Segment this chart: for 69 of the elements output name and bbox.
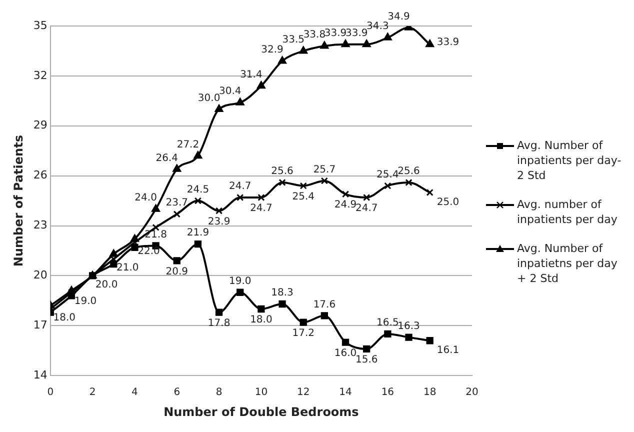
data-label: 30.0 [198, 92, 220, 104]
x-tick-label: 12 [296, 387, 310, 398]
data-label: 34.3 [366, 21, 389, 32]
data-label: 24.7 [250, 203, 272, 214]
data-label: 17.6 [313, 299, 336, 310]
data-label: 21.0 [116, 262, 139, 274]
data-label: 21.8 [144, 229, 167, 240]
data-label: 33.8 [303, 30, 326, 41]
x-tick-label: 16 [381, 387, 394, 398]
data-label: 16.0 [334, 348, 357, 359]
data-label: 19.0 [228, 276, 252, 287]
data-label: 15.6 [355, 354, 378, 366]
data-label: 26.4 [156, 152, 178, 164]
data-label: 25.7 [313, 164, 336, 176]
x-tick-label: 4 [132, 387, 138, 398]
y-tick-label: 23 [33, 218, 48, 232]
x-tick-label: 2 [89, 387, 96, 398]
y-tick-label: 17 [33, 318, 48, 332]
y-tick-label: 14 [33, 368, 48, 382]
data-label: 23.9 [208, 216, 230, 228]
data-label: 24.7 [355, 203, 378, 214]
x-tick-label: 10 [254, 387, 268, 398]
data-label: 21.9 [186, 228, 210, 239]
x-tick-label: 6 [174, 387, 180, 398]
x-tick-label: 14 [339, 387, 352, 398]
data-label: 19.0 [74, 296, 97, 307]
data-label: 17.2 [292, 328, 314, 339]
data-label: 33.9 [324, 28, 347, 39]
data-label: 16.5 [376, 318, 399, 329]
data-label: 33.5 [282, 34, 304, 46]
y-tick-label: 35 [33, 18, 48, 32]
data-label: 30.4 [218, 86, 242, 98]
data-label: 16.3 [398, 320, 420, 332]
data-label: 20.9 [166, 266, 188, 278]
x-tick-label: 18 [423, 387, 436, 398]
y-tick-label: 26 [33, 168, 48, 182]
data-label: 25.6 [271, 166, 294, 178]
data-label: 17.8 [208, 318, 230, 329]
y-tick-label: 20 [33, 268, 48, 282]
y-tick-label: 32 [33, 68, 48, 82]
y-tick-label: 29 [33, 118, 48, 132]
data-label: 18.0 [250, 314, 272, 326]
data-label: 27.2 [176, 139, 200, 150]
x-axis-title: Number of Double Bedrooms [164, 404, 359, 419]
legend-label: Avg. Number of inpatients per day- 2 Std [517, 138, 622, 183]
data-label: 20.0 [95, 279, 118, 290]
data-label: 24.9 [334, 200, 357, 211]
data-label: 25.6 [398, 166, 420, 178]
data-label: 25.0 [436, 197, 460, 208]
data-label: 18.3 [271, 288, 294, 299]
x-tick-label: 20 [466, 387, 478, 398]
data-label: 33.9 [436, 36, 460, 48]
data-label: 34.9 [388, 11, 410, 22]
data-label: 24.7 [228, 181, 252, 192]
data-label: 23.7 [166, 198, 188, 209]
x-tick-label: 0 [47, 387, 54, 398]
data-label: 16.1 [436, 345, 460, 356]
x-tick-label: 8 [216, 387, 222, 398]
data-label: 25.4 [376, 169, 399, 180]
legend-label: Avg. Number of inpatietns per day + 2 Std [517, 241, 618, 286]
data-label: 25.4 [292, 191, 314, 202]
data-label: 31.4 [240, 70, 262, 81]
data-label: 24.5 [186, 184, 210, 196]
data-label: 33.9 [345, 28, 368, 39]
legend-label: Avg. number of inpatients per day [517, 197, 618, 227]
y-axis-title: Number of Patients [11, 135, 26, 267]
data-label: 24.0 [134, 192, 157, 204]
data-label: 18.0 [53, 312, 76, 324]
data-label: 32.9 [261, 44, 284, 56]
